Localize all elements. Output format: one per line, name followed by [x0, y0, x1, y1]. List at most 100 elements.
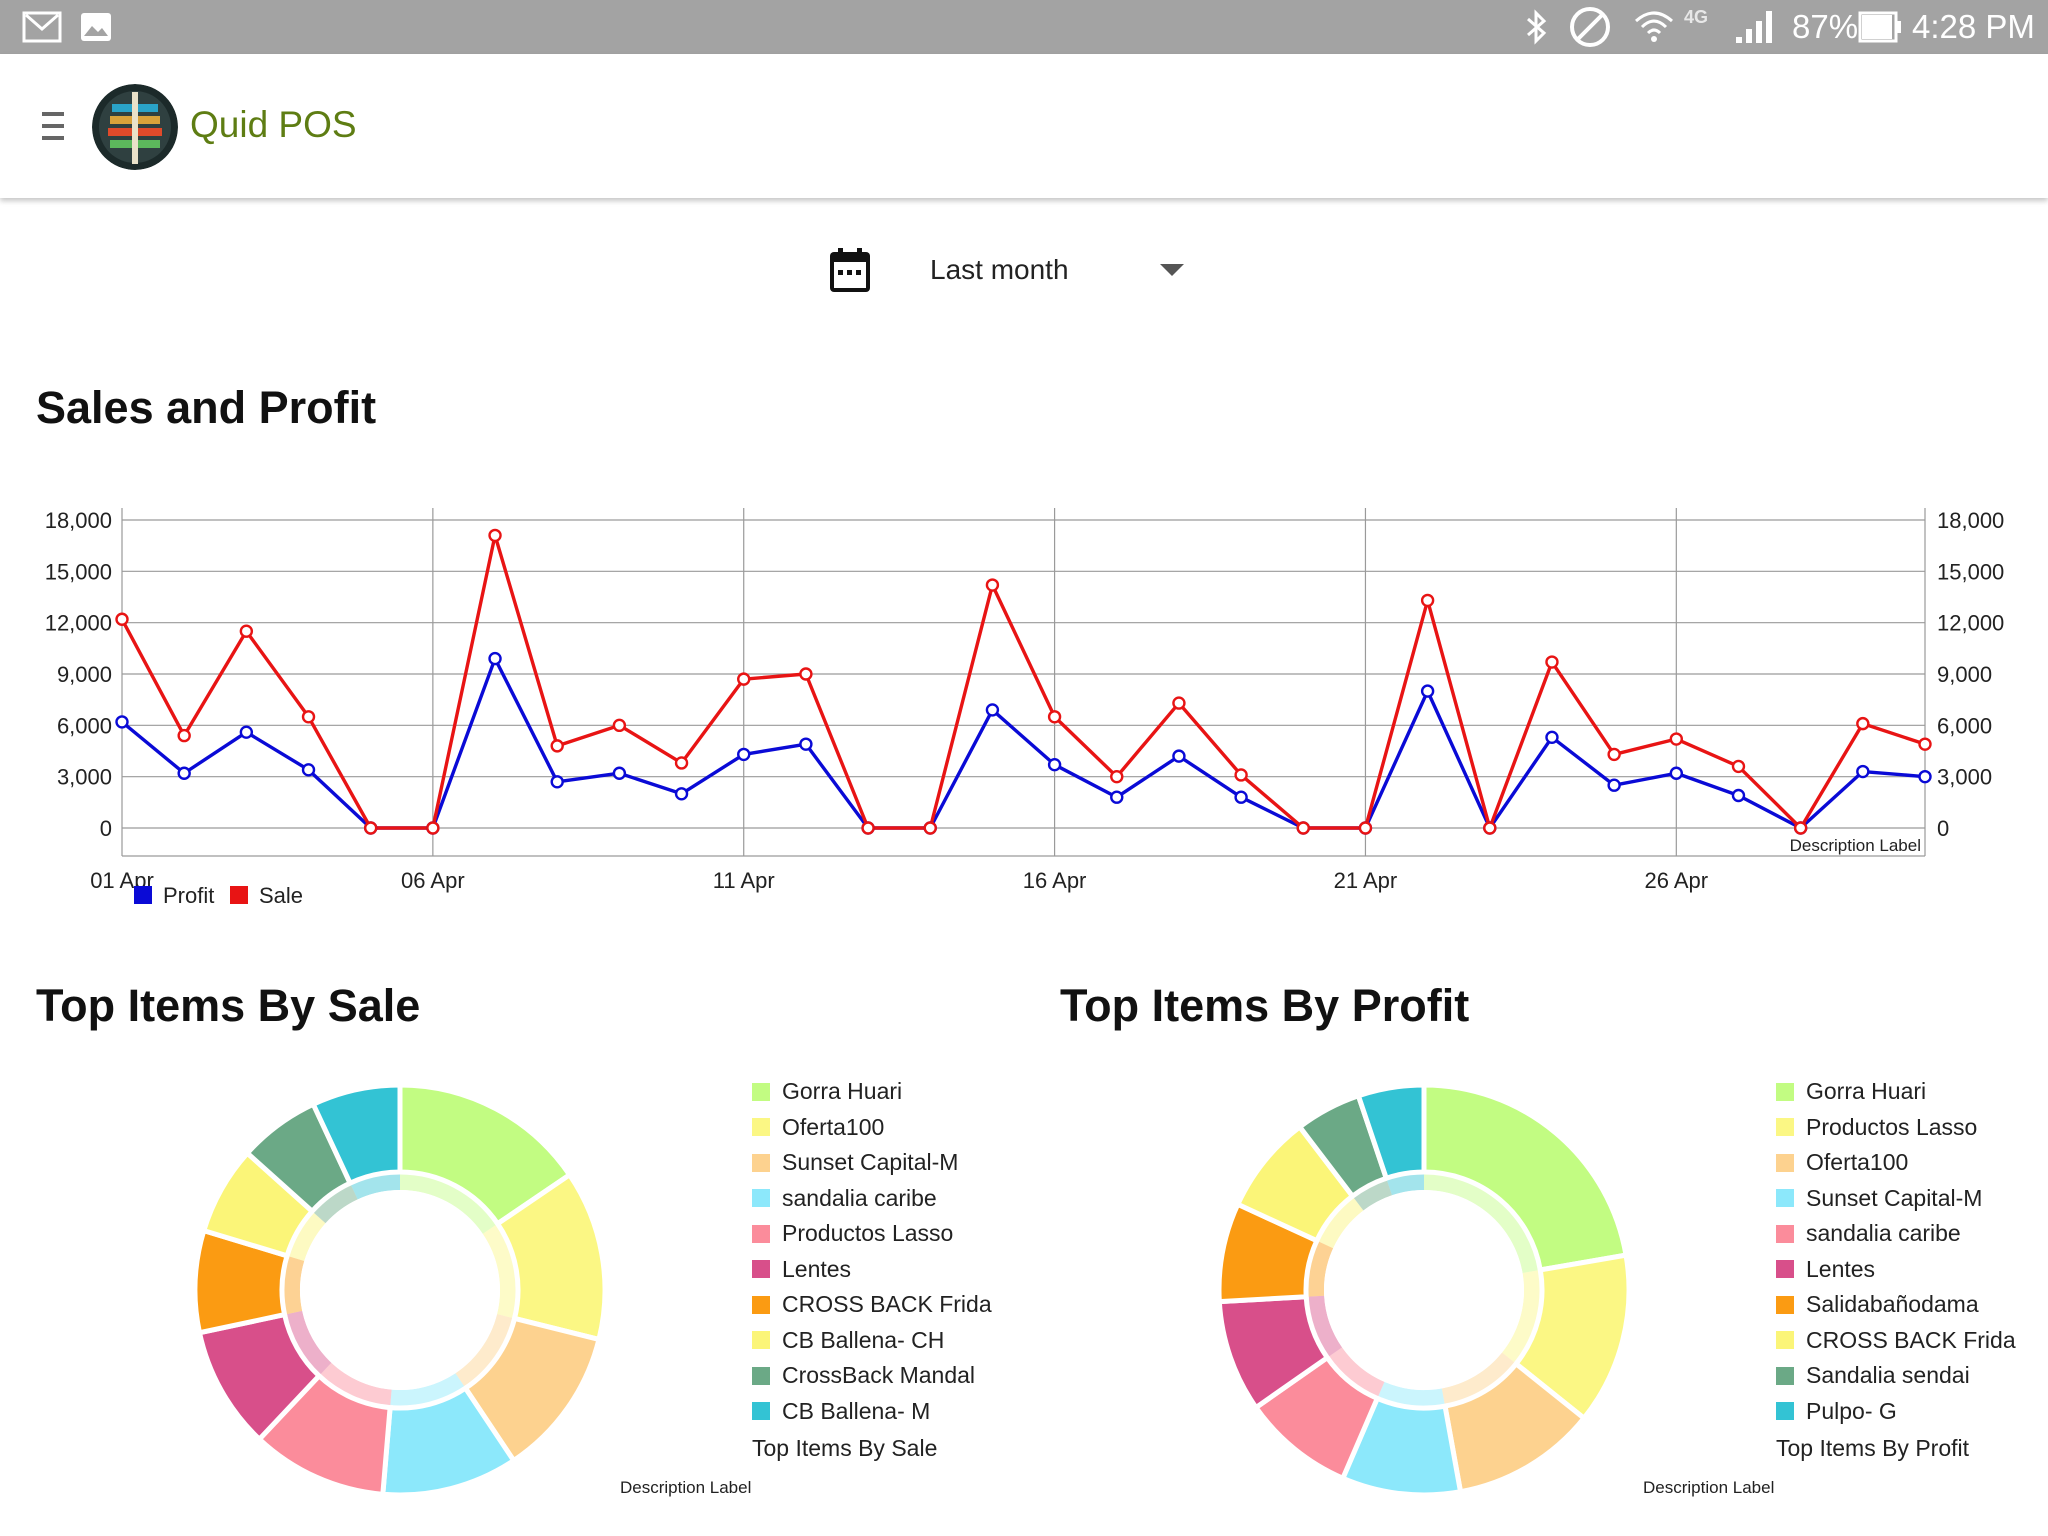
y-tick-left: 18,000 [45, 508, 112, 533]
data-point-profit [1918, 769, 1932, 784]
legend-label: Sale [259, 883, 303, 908]
donut-slice-inner [1441, 1352, 1517, 1407]
legend-swatch [752, 1295, 770, 1314]
legend-swatch [1776, 1402, 1794, 1421]
legend-item: sandalia caribe [1776, 1216, 2016, 1252]
signal-icon [1734, 0, 1778, 54]
calendar-icon [828, 246, 872, 294]
legend-swatch [1776, 1153, 1794, 1172]
data-point-sale [1172, 696, 1186, 710]
top-items-by-sale-title: Top Items By Sale [36, 980, 421, 1031]
date-range-dropdown[interactable]: Last month [820, 240, 1200, 300]
x-tick-label: 16 Apr [1023, 868, 1087, 893]
legend-label: CB Ballena- CH [782, 1326, 945, 1353]
legend-swatch [1776, 1260, 1794, 1279]
clock: 4:28 PM [1912, 8, 2035, 45]
data-point-profit [1047, 757, 1062, 772]
data-point-sale [1358, 821, 1373, 835]
legend-swatch [1776, 1331, 1794, 1350]
x-tick-label: 21 Apr [1334, 868, 1398, 893]
legend-caption: Top Items By Profit [1776, 1435, 1970, 1461]
legend-swatch [752, 1082, 770, 1101]
top-items-by-profit-donut [1204, 1070, 1644, 1510]
data-point-profit [1856, 764, 1870, 779]
legend-item: Sandalia sendai [1776, 1358, 2016, 1394]
data-point-profit [1110, 790, 1124, 804]
data-point-sale [612, 718, 627, 733]
donut-slice-inner [1306, 1295, 1343, 1358]
legend-swatch [752, 1331, 770, 1350]
legend-item: sandalia caribe [752, 1181, 992, 1217]
donut-slice[interactable] [309, 1082, 403, 1187]
legend-item: CB Ballena- M [752, 1394, 992, 1430]
data-point-sale [1420, 593, 1435, 608]
legend-label: CROSS BACK Frida [1806, 1326, 2016, 1353]
data-point-sale [861, 821, 875, 835]
data-point-profit [1420, 684, 1435, 698]
data-point-sale [1856, 716, 1870, 731]
donut-slice[interactable] [1355, 1082, 1427, 1182]
data-point-profit [985, 703, 1000, 717]
data-point-sale [115, 612, 129, 626]
status-bar: 4G 87% 4:28 PM [0, 0, 2048, 54]
top-items-by-profit-legend: Gorra Huari Productos Lasso Oferta100 Sunse… [1776, 1074, 2016, 1462]
y-tick-right: 12,000 [1937, 611, 2004, 636]
data-point-sale [674, 756, 689, 770]
data-point-sale [177, 728, 191, 743]
donut-slice[interactable] [1421, 1082, 1629, 1273]
legend-swatch [752, 1153, 770, 1172]
y-tick-right: 18,000 [1937, 508, 2004, 533]
data-point-profit [612, 766, 627, 780]
donut-slice-inner [1424, 1172, 1541, 1273]
top-items-by-sale-legend: Gorra Huari Oferta100 Sunset Capital-M sand… [752, 1074, 992, 1462]
legend-label: Oferta100 [782, 1113, 885, 1140]
legend-swatch [752, 1189, 770, 1208]
data-point-sale [1793, 821, 1808, 835]
legend-label: Sunset Capital-M [782, 1149, 959, 1176]
legend-label: CB Ballena- M [782, 1397, 931, 1424]
legend-swatch [752, 1118, 770, 1137]
legend-item: Lentes [1776, 1252, 2016, 1288]
donut-slice-inner [282, 1255, 305, 1315]
data-point-sale [923, 821, 937, 835]
donut-slice-inner [312, 1183, 358, 1224]
legend-swatch [752, 1402, 770, 1421]
x-tick-label: 26 Apr [1645, 868, 1709, 893]
legend-item: CROSS BACK Frida [752, 1287, 992, 1323]
data-point-profit [550, 775, 564, 789]
legend-label: Productos Lasso [782, 1220, 954, 1247]
legend-item: Gorra Huari [1776, 1074, 2016, 1110]
legend-label: sandalia caribe [782, 1184, 937, 1211]
legend-item: Productos Lasso [1776, 1110, 2016, 1146]
legend-swatch [752, 1224, 770, 1243]
data-point-sale [301, 710, 316, 724]
app-logo [92, 84, 178, 170]
legend-item: Productos Lasso [752, 1216, 992, 1252]
x-tick-label: 11 Apr [713, 868, 775, 893]
legend-item: CrossBack Mandal [752, 1358, 992, 1394]
app-title: Quid POS [190, 104, 357, 145]
wifi-icon [1632, 0, 1676, 54]
data-point-sale [1047, 710, 1062, 724]
data-point-profit [177, 766, 191, 780]
data-point-profit [239, 725, 254, 739]
data-point-sale [1234, 768, 1248, 782]
data-point-sale [550, 739, 564, 753]
data-point-profit [1234, 790, 1248, 804]
legend-label: Gorra Huari [1806, 1078, 1927, 1105]
donut-slice-inner [1327, 1347, 1385, 1399]
donut-slice-inner [455, 1314, 515, 1389]
data-point-sale [488, 528, 502, 543]
series-line-sale [120, 533, 1926, 830]
legend-label: Lentes [1806, 1255, 1876, 1282]
top-items-by-profit-title: Top Items By Profit [1060, 980, 1470, 1031]
network-type: 4G [1684, 6, 1709, 27]
donut-slice-inner [1352, 1178, 1393, 1211]
do-not-disturb-icon [1568, 0, 1612, 54]
legend-swatch [134, 886, 152, 904]
legend-item: Pulpo- G [1776, 1394, 2016, 1430]
legend-swatch [1776, 1366, 1794, 1385]
sales-profit-title: Sales and Profit [36, 382, 377, 433]
legend-label: CROSS BACK Frida [782, 1291, 992, 1318]
hamburger-menu-icon[interactable] [32, 106, 72, 146]
